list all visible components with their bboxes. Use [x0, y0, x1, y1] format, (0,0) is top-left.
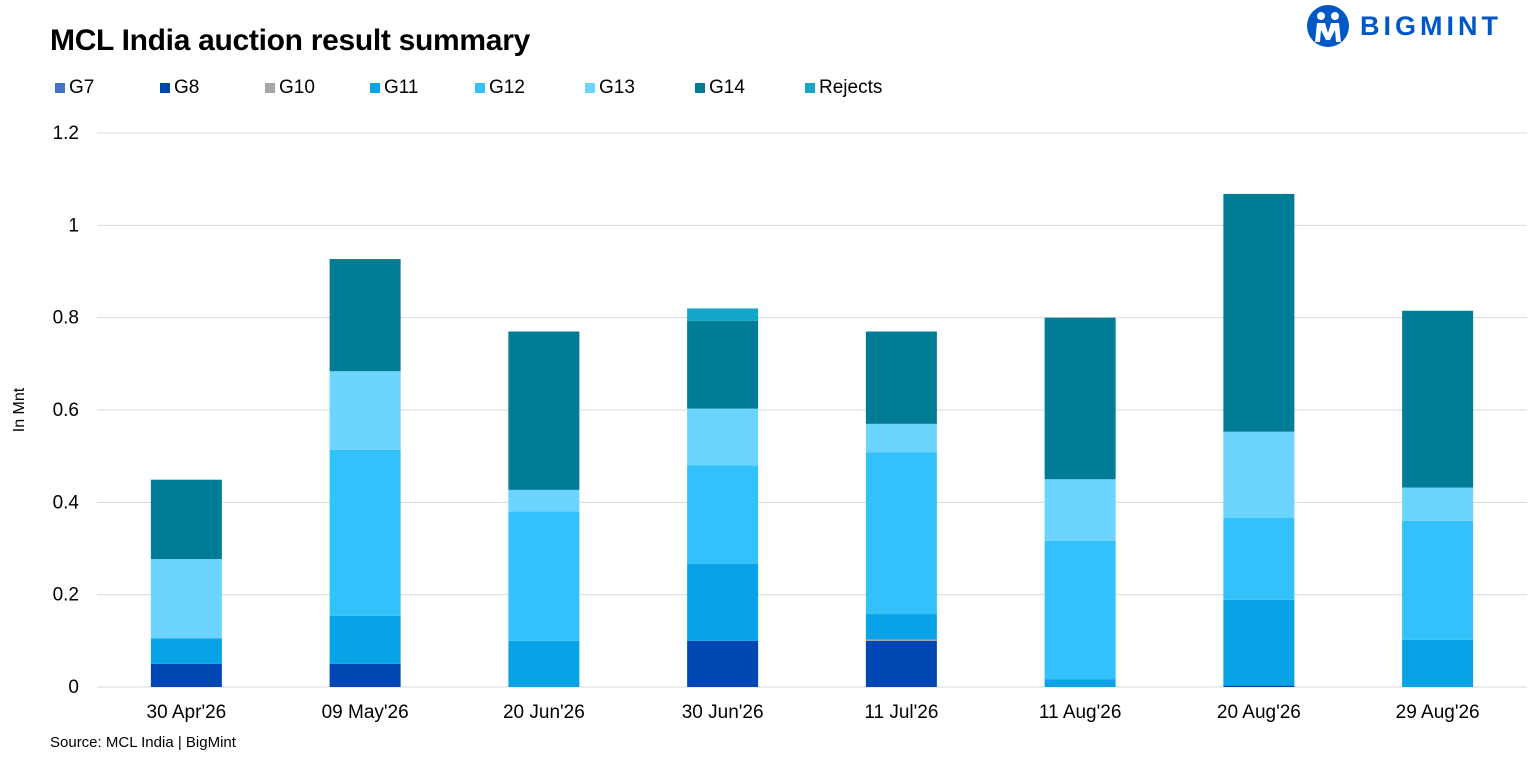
- legend-item-rejects: Rejects: [805, 77, 910, 99]
- x-tick-label: 30 Jun'26: [682, 702, 764, 723]
- legend-label: G13: [599, 77, 635, 98]
- x-tick-label: 11 Jul'26: [864, 702, 938, 723]
- bar-g11-30-apr-26: [150, 638, 222, 664]
- legend-label: G7: [69, 77, 95, 98]
- bar-g12-20-aug-26: [1223, 518, 1295, 600]
- bar-g12-20-jun-26: [508, 511, 580, 641]
- legend-item-g8: G8: [160, 77, 265, 99]
- bar-g14-29-aug-26: [1402, 310, 1474, 488]
- y-tick-label: 0: [68, 677, 79, 698]
- bar-g14-11-jul-26: [865, 331, 937, 424]
- bar-g8-30-apr-26: [150, 663, 222, 687]
- legend-swatch: [585, 83, 595, 93]
- legend-label: G10: [279, 77, 315, 98]
- bar-g13-20-jun-26: [508, 489, 580, 512]
- y-tick-label: 1: [68, 215, 79, 236]
- legend-item-g11: G11: [370, 77, 475, 99]
- bar-g13-29-aug-26: [1402, 487, 1474, 521]
- bar-g11-20-aug-26: [1223, 599, 1295, 686]
- bar-g13-20-aug-26: [1223, 431, 1295, 519]
- bar-g12-11-jul-26: [865, 452, 937, 615]
- bar-g12-09-may-26: [329, 449, 401, 616]
- y-tick-label: 1.2: [53, 123, 79, 144]
- bar-g8-30-jun-26: [687, 640, 759, 687]
- bigmint-logo-text: BIGMINT: [1360, 10, 1502, 41]
- y-tick-label: 0.6: [53, 400, 79, 421]
- bar-g11-09-may-26: [329, 615, 401, 664]
- bar-g14-30-apr-26: [150, 479, 222, 560]
- legend-item-g10: G10: [265, 77, 370, 99]
- legend-item-g12: G12: [475, 77, 585, 99]
- source-note: Source: MCL India | BigMint: [50, 734, 236, 751]
- bar-g13-11-aug-26: [1044, 479, 1116, 541]
- bar-g11-30-jun-26: [687, 563, 759, 641]
- x-tick-label: 11 Aug'26: [1039, 702, 1122, 723]
- bar-g12-11-aug-26: [1044, 540, 1116, 680]
- legend-swatch: [805, 83, 815, 93]
- bar-g8-11-jul-26: [865, 640, 937, 687]
- bar-g8-20-aug-26: [1223, 685, 1295, 687]
- bar-g8-09-may-26: [329, 663, 401, 687]
- bar-g14-11-aug-26: [1044, 317, 1116, 480]
- chart-legend: G7 G8 G10 G11 G12 G13 G14 Rejects: [55, 77, 910, 99]
- bar-rejects-30-jun-26: [687, 308, 759, 321]
- legend-swatch: [160, 83, 170, 93]
- legend-swatch: [55, 83, 65, 93]
- legend-swatch: [475, 83, 485, 93]
- x-tick-label: 09 May'26: [322, 702, 409, 723]
- bar-g13-30-jun-26: [687, 408, 759, 466]
- y-tick-label: 0.4: [53, 492, 80, 513]
- bar-g13-30-apr-26: [150, 559, 222, 639]
- legend-item-g13: G13: [585, 77, 695, 99]
- bar-g10-11-jul-26: [865, 639, 937, 641]
- y-tick-label: 0.8: [53, 308, 79, 329]
- bigmint-logo: BIGMINT: [1306, 4, 1532, 48]
- legend-swatch: [265, 83, 275, 93]
- y-axis-title: In Mnt: [11, 387, 28, 432]
- x-tick-label: 20 Aug'26: [1217, 702, 1301, 723]
- bar-g14-30-jun-26: [687, 320, 759, 409]
- legend-label: G8: [174, 77, 200, 98]
- legend-label: G11: [384, 77, 419, 98]
- bar-g12-30-jun-26: [687, 465, 759, 564]
- x-tick-label: 29 Aug'26: [1396, 702, 1480, 723]
- bar-g11-11-jul-26: [865, 614, 937, 640]
- legend-item-g14: G14: [695, 77, 805, 99]
- bar-g13-11-jul-26: [865, 423, 937, 453]
- legend-label: G12: [489, 77, 525, 98]
- y-tick-label: 0.2: [53, 585, 79, 606]
- legend-item-g7: G7: [55, 77, 160, 99]
- bar-g14-20-jun-26: [508, 331, 580, 490]
- x-tick-label: 20 Jun'26: [503, 702, 585, 723]
- bar-g14-09-may-26: [329, 259, 401, 372]
- bar-g12-29-aug-26: [1402, 520, 1474, 640]
- legend-swatch: [695, 83, 705, 93]
- bar-g11-29-aug-26: [1402, 639, 1474, 687]
- bar-g14-20-aug-26: [1223, 193, 1295, 432]
- x-tick-label: 30 Apr'26: [147, 702, 227, 723]
- bigmint-logo-icon: [1307, 5, 1349, 47]
- bar-g13-09-may-26: [329, 371, 401, 450]
- legend-label: G14: [709, 77, 745, 98]
- legend-label: Rejects: [819, 77, 883, 98]
- bar-g11-20-jun-26: [508, 640, 580, 687]
- legend-swatch: [370, 83, 380, 93]
- bar-g11-11-aug-26: [1044, 679, 1116, 687]
- chart-title: MCL India auction result summary: [50, 24, 530, 57]
